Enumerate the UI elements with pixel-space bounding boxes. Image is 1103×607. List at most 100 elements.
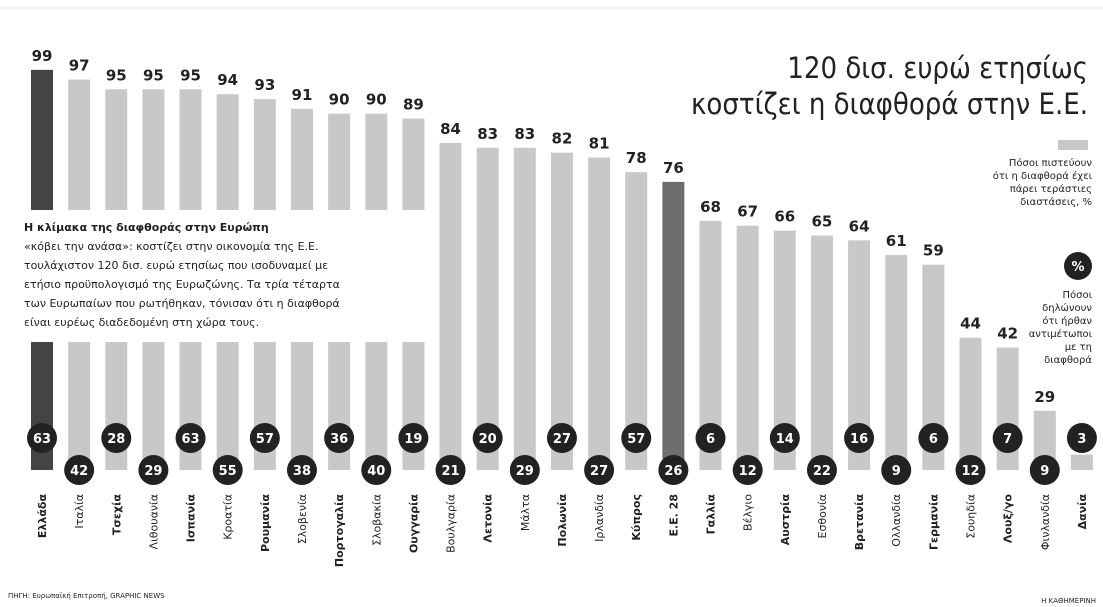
publisher: Η ΚΑΘΗΜΕΡΙΝΗ [1041, 597, 1096, 605]
circle-marker [175, 423, 206, 453]
category-label: Εσθονία [816, 494, 829, 539]
value-label: 95 [143, 66, 164, 84]
value-label: 95 [180, 66, 201, 84]
category-label: Τσεχία [110, 494, 123, 536]
circle-label: 27 [553, 432, 571, 447]
value-label: 64 [849, 217, 870, 235]
circle-marker [955, 455, 986, 485]
bar [588, 157, 611, 470]
bar [959, 337, 982, 470]
note-line: Η κλίμακα της διαφθοράς στην Ευρώπη [24, 221, 269, 234]
bar [848, 240, 871, 470]
circle-label: 9 [1040, 464, 1049, 479]
category-label: Λιθουανία [147, 494, 160, 549]
value-label: 90 [329, 91, 350, 109]
circle-marker [769, 423, 800, 453]
circle-marker [844, 423, 875, 453]
circle-marker [658, 455, 689, 485]
bar [810, 235, 833, 470]
category-label: Κροατία [222, 494, 235, 540]
circle-label: 20 [479, 432, 497, 447]
value-label: 67 [737, 203, 758, 221]
circle-label: 29 [516, 464, 534, 479]
legend-symbol: % [1071, 260, 1084, 275]
source: ΠΗΓΗ: Ευρωπαϊκή Επιτροπή, GRAPHIC NEWS [8, 592, 165, 600]
circle-label: 12 [739, 464, 757, 479]
note-line: ετήσιο προϋπολογισμό της Ευρωζώνης. Τα τ… [24, 278, 340, 291]
legend-text: διαστάσεις, % [1020, 196, 1092, 208]
legend-text: πάρει τεράστιες [1010, 183, 1092, 195]
value-label: 66 [774, 208, 795, 226]
bar [513, 147, 536, 471]
circle-marker [361, 455, 392, 485]
value-label: 99 [32, 47, 53, 65]
circle-label: 55 [219, 464, 237, 479]
legend-text: Πόσοι πιστεύουν [1009, 157, 1093, 169]
value-label: 29 [1034, 388, 1055, 406]
category-label: Σλοβακία [370, 494, 383, 546]
category-label: Ιταλία [73, 494, 86, 529]
category-label: Βέλγιο [742, 494, 755, 531]
value-label: 76 [663, 159, 684, 177]
category-label: Λετονία [482, 494, 495, 543]
legend-text: με τη [1065, 342, 1092, 353]
circle-label: 57 [627, 432, 645, 447]
circle-marker [212, 455, 243, 485]
legend-text: δηλώνουν [1042, 302, 1092, 314]
circle-marker [27, 423, 57, 453]
legend-text: διαφθορά [1044, 354, 1092, 366]
legend-text: ότι ήρθαν [1042, 315, 1092, 327]
category-label: Ε.Ε. 28 [667, 494, 680, 537]
category-label: Σλοβενία [296, 494, 309, 544]
note-line: των Ευρωπαίων που ρωτήθηκαν, τόνισαν ότι… [24, 297, 340, 310]
circle-label: 63 [33, 432, 51, 447]
value-label: 61 [886, 232, 907, 250]
value-label: 84 [440, 120, 461, 138]
value-label: 94 [217, 71, 238, 89]
category-label: Λουξ/γο [1002, 494, 1015, 544]
value-label: 82 [552, 130, 573, 148]
legend-circle [1064, 252, 1092, 280]
circle-label: 7 [1003, 432, 1012, 447]
chart-title: 120 δισ. ευρώ ετησίως [787, 51, 1088, 85]
legend-text: ότι η διαφθορά έχει [993, 170, 1093, 182]
category-label: Ολλανδία [890, 494, 903, 547]
category-label: Αυστρία [779, 494, 792, 546]
circle-marker [732, 455, 763, 485]
legend-swatch [1058, 140, 1088, 150]
bar [625, 172, 648, 470]
category-label: Γαλλία [705, 494, 718, 535]
legend-text: Πόσοι [1063, 289, 1093, 301]
bar [439, 142, 462, 471]
circle-label: 3 [1077, 432, 1086, 447]
bar [699, 220, 722, 470]
category-label: Πολωνία [556, 494, 569, 547]
category-label: Δανία [1076, 494, 1089, 530]
value-label: 89 [403, 96, 424, 114]
bar [885, 254, 908, 470]
value-label: 81 [589, 135, 610, 153]
circle-marker [546, 423, 577, 453]
circle-marker [509, 455, 540, 485]
circle-label: 12 [961, 464, 979, 479]
bar [1033, 410, 1056, 470]
circle-marker [138, 455, 169, 485]
category-label: Πορτογαλία [333, 494, 346, 568]
note-line: τουλάχιστον 120 δισ. ευρώ ετησίως που ισ… [24, 259, 328, 272]
circle-marker [806, 455, 837, 485]
value-label: 83 [477, 125, 498, 143]
circle-marker [918, 423, 949, 453]
circle-label: 21 [441, 464, 459, 479]
value-label: 83 [514, 125, 535, 143]
circle-marker [101, 423, 132, 453]
circle-label: 29 [144, 464, 162, 479]
chart-title: κοστίζει η διαφθορά στην Ε.Ε. [691, 87, 1088, 121]
circle-label: 57 [256, 432, 274, 447]
category-label: Βουλγαρία [445, 494, 458, 553]
bar [476, 147, 499, 471]
circle-label: 42 [70, 464, 88, 479]
category-label: Ιρλανδία [593, 494, 606, 542]
bar [662, 181, 685, 470]
value-label: 65 [812, 212, 833, 230]
